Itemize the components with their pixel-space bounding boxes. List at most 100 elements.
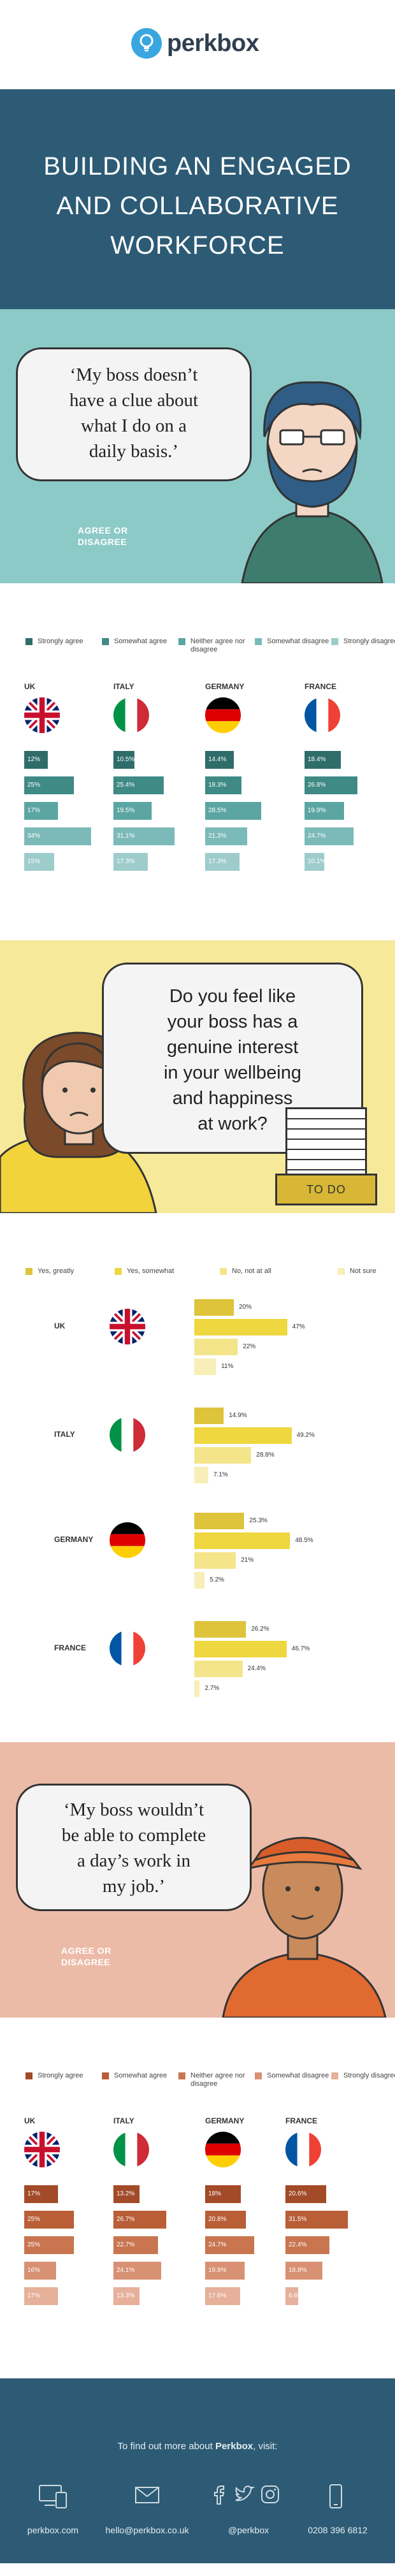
- website-link[interactable]: perkbox.com: [27, 2525, 79, 2535]
- footer-info-prefix: To find out more about: [117, 2441, 215, 2452]
- quote-line: what I do on a: [81, 416, 187, 436]
- survey-chart-2: Yes, greatly Yes, somewhat No, not at al…: [0, 1213, 395, 1742]
- bar: 15%: [24, 853, 54, 871]
- legend-item: Strongly agree: [25, 637, 102, 654]
- legend-swatch: [25, 638, 32, 645]
- legend-swatch: [178, 638, 185, 645]
- bar: 20.8%: [205, 2211, 247, 2229]
- quote-line: ‘My boss wouldn’t: [63, 1800, 205, 1820]
- country-column: FRANCE 18.4% 26.8% 19.9% 24.7% 10.1%: [305, 682, 375, 878]
- bar: 14.4%: [205, 751, 234, 769]
- legend-label: Somewhat agree: [114, 637, 168, 645]
- bar: 10.1%: [305, 853, 326, 871]
- legend-swatch: [115, 1268, 122, 1275]
- quote-panel-1: ‘My boss doesn’t have a clue about what …: [0, 309, 395, 583]
- bar: 25.4%: [113, 776, 164, 794]
- footer: To find out more about Perkbox, visit: p…: [0, 2378, 395, 2563]
- bar: [194, 1358, 217, 1375]
- quote-panel-3: ‘My boss wouldn’t be able to complete a …: [0, 1742, 395, 2018]
- bar: [194, 1513, 245, 1529]
- italy-flag-icon: [113, 2132, 149, 2167]
- bar: 18%: [205, 2185, 241, 2203]
- germany-flag-icon: [110, 1522, 145, 1558]
- country-name: GERMANY: [205, 682, 245, 691]
- title-banner: BUILDING AN ENGAGED AND COLLABORATIVE WO…: [0, 89, 395, 309]
- legend-item: Strongly disagree: [331, 637, 395, 654]
- germany-flag-icon: [205, 2132, 241, 2167]
- social-handle-link[interactable]: @perkbox: [227, 2525, 269, 2535]
- bar: 34%: [24, 827, 92, 845]
- legend-item: Somewhat agree: [102, 2072, 178, 2088]
- twitter-icon[interactable]: [233, 2484, 255, 2505]
- todo-tray-illustration: TO DO: [275, 1107, 377, 1205]
- legend-label: Not sure: [350, 1267, 377, 1275]
- country-column: ITALY 10.5% 25.4% 19.5% 31.1% 17.3%: [113, 682, 183, 878]
- bar: 17.3%: [205, 853, 240, 871]
- survey-chart-3: Strongly agree Somewhat agree Neither ag…: [0, 2018, 395, 2378]
- bar: 25%: [24, 2211, 74, 2229]
- legend-swatch: [178, 2072, 185, 2079]
- legend-swatch: [255, 638, 262, 645]
- bar-value-label: 7.1%: [213, 1471, 228, 1478]
- bar: 24.1%: [113, 2262, 161, 2280]
- country-name: GERMANY: [54, 1535, 94, 1544]
- agree-label-line: AGREE OR: [78, 525, 128, 535]
- agree-label-line: AGREE OR: [61, 1946, 111, 1956]
- bar-value-label: 26.2%: [251, 1626, 269, 1633]
- question-line: and happiness: [172, 1088, 293, 1109]
- country-name: UK: [54, 1321, 66, 1330]
- question-panel-2: Do you feel like your boss has a genuine…: [0, 940, 395, 1213]
- bar: 18.8%: [285, 2262, 323, 2280]
- perkbox-logo[interactable]: perkbox: [131, 28, 259, 59]
- legend-swatch: [102, 2072, 109, 2079]
- agree-label-line: DISAGREE: [78, 537, 127, 547]
- footer-info-brand: Perkbox: [215, 2441, 254, 2452]
- bar: [194, 1299, 234, 1316]
- bar: [194, 1661, 243, 1677]
- country-column: FRANCE 20.6% 31.5% 22.4% 18.8% 6.6%: [285, 2116, 356, 2313]
- bar: 10.5%: [113, 751, 134, 769]
- legend-item: No, not at all: [220, 1267, 338, 1276]
- chart-legend: Strongly agree Somewhat agree Neither ag…: [25, 2072, 395, 2088]
- page-title: BUILDING AN ENGAGED AND COLLABORATIVE WO…: [0, 147, 395, 265]
- legend-swatch: [25, 1268, 32, 1275]
- bar: [194, 1552, 236, 1569]
- legend-item: Neither agree nor disagree: [178, 2072, 255, 2088]
- legend-item: Somewhat disagree: [255, 637, 331, 654]
- country-name: FRANCE: [54, 1643, 86, 1652]
- agree-label-line: DISAGREE: [61, 1957, 111, 1967]
- bar: 24.7%: [305, 827, 354, 845]
- logo-text: perkbox: [167, 29, 259, 57]
- quote-line: be able to complete: [61, 1825, 206, 1845]
- bar: 26.7%: [113, 2211, 166, 2229]
- legend-swatch: [102, 638, 109, 645]
- quote-line: ‘My boss doesn’t: [69, 365, 198, 385]
- legend-item: Not sure: [338, 1267, 395, 1276]
- instagram-icon[interactable]: [260, 2484, 280, 2505]
- bar: 18.3%: [205, 776, 241, 794]
- question-line: Do you feel like: [169, 986, 296, 1007]
- phone-link[interactable]: 0208 396 6812: [308, 2525, 368, 2535]
- bar: 19.5%: [113, 802, 152, 820]
- legend-item: Somewhat agree: [102, 637, 178, 654]
- france-flag-icon: [110, 1631, 145, 1666]
- uk-flag-icon: [110, 1309, 145, 1344]
- email-link[interactable]: hello@perkbox.co.uk: [105, 2525, 189, 2535]
- bar: 17.3%: [113, 853, 148, 871]
- facebook-icon[interactable]: [210, 2484, 228, 2505]
- legend-item: Strongly disagree: [331, 2072, 395, 2088]
- uk-flag-icon: [24, 697, 60, 733]
- country-name: FRANCE: [305, 682, 336, 691]
- bar: 22.7%: [113, 2236, 159, 2254]
- france-flag-icon: [305, 697, 340, 733]
- man-with-visor-illustration: [222, 1837, 387, 2018]
- country-name: FRANCE: [285, 2116, 317, 2125]
- bar: 19.9%: [305, 802, 344, 820]
- legend-label: Somewhat agree: [114, 2072, 168, 2079]
- bar: [194, 1641, 287, 1657]
- country-name: UK: [24, 682, 36, 691]
- legend-swatch: [331, 2072, 338, 2079]
- bar-value-label: 24.4%: [247, 1665, 266, 1672]
- bar: [194, 1467, 208, 1483]
- legend-swatch: [25, 2072, 32, 2079]
